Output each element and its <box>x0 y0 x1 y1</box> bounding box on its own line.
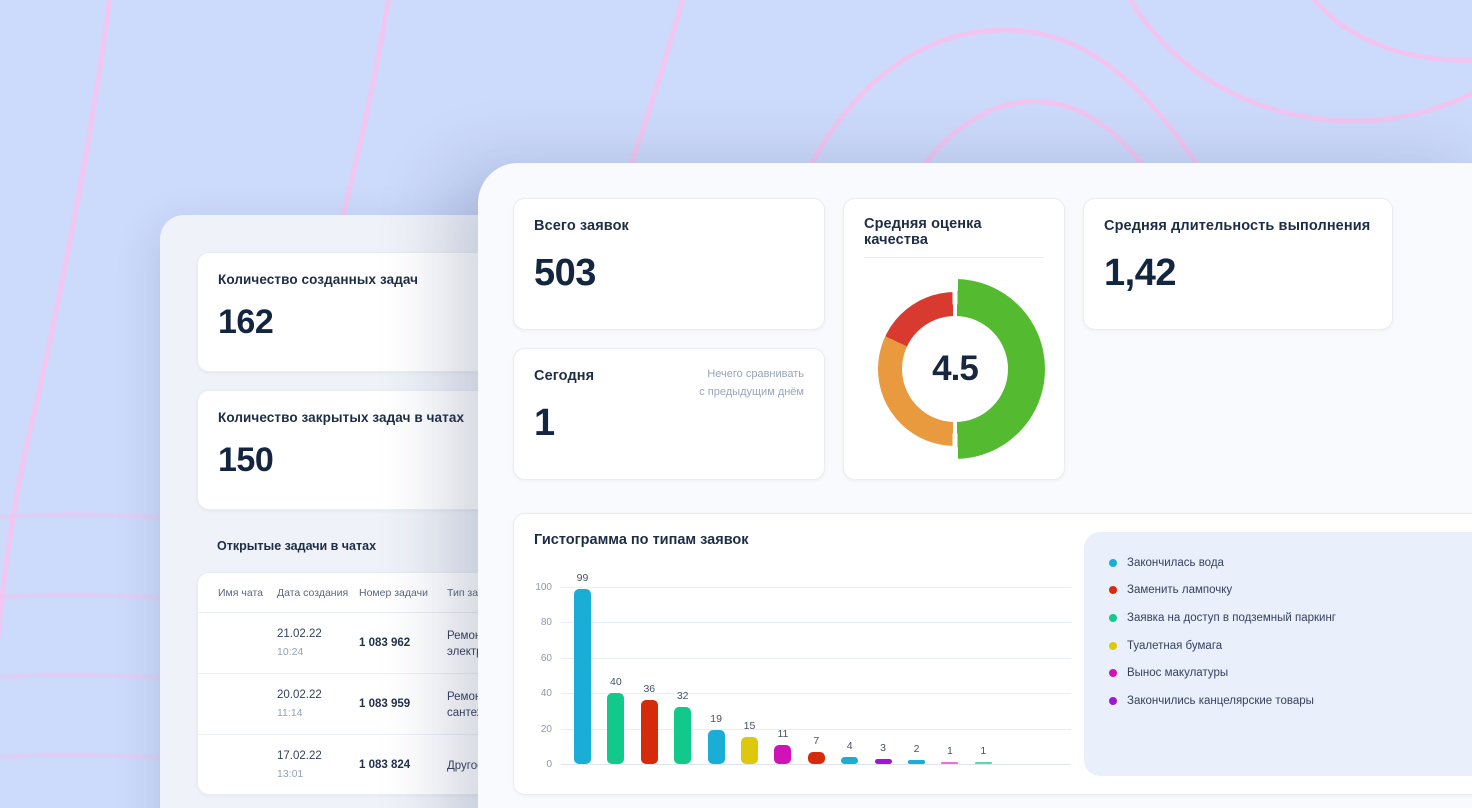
bar[interactable] <box>741 737 758 764</box>
cell-task-number: 1 083 962 <box>359 637 411 649</box>
created-tasks-label: Количество созданных задач <box>218 272 419 287</box>
bar[interactable] <box>574 588 591 764</box>
histogram-card: Гистограмма по типам заявок 0 20 40 60 80 100… <box>513 513 1472 795</box>
quality-score-value: 4.5 <box>902 316 1008 422</box>
bar[interactable] <box>774 744 792 764</box>
legend-label: Туалетная бумага <box>1127 639 1223 652</box>
gridline <box>561 587 1071 588</box>
y-axis-tick: 100 <box>535 582 552 593</box>
gridline <box>561 728 1071 730</box>
cell-time: 10:24 <box>277 646 304 658</box>
closed-tasks-label: Количество закрытых задач в чатах <box>218 410 465 425</box>
x-axis-line <box>561 764 1071 765</box>
today-requests-card: Сегодня Нечего сравнивать с предыдущим д… <box>513 348 825 480</box>
bar-value-label: 19 <box>710 713 722 726</box>
bar[interactable] <box>707 730 725 764</box>
bar-value-label: 2 <box>913 743 920 756</box>
cell-request-type: Другое <box>447 759 484 772</box>
y-axis-tick: 40 <box>540 688 552 700</box>
y-axis-tick: 0 <box>546 759 552 770</box>
today-requests-value: 1 <box>534 402 555 444</box>
legend-label: Заменить лампочку <box>1127 584 1233 597</box>
legend-dot <box>1109 613 1117 622</box>
bar-value-label: 11 <box>777 727 789 740</box>
note-line-2: с предыдущим днём <box>699 385 804 398</box>
bar-value-label: 40 <box>610 676 622 689</box>
bar[interactable] <box>874 758 892 764</box>
y-axis-tick: 60 <box>540 652 552 664</box>
bar[interactable] <box>674 707 692 764</box>
y-axis-tick: 80 <box>540 617 552 629</box>
legend-item[interactable]: Туалетная бумага <box>1109 632 1472 660</box>
legend-label: Закончилась вода <box>1127 556 1224 569</box>
closed-tasks-value: 150 <box>218 441 274 479</box>
bar[interactable] <box>974 762 992 764</box>
bar-value-label: 1 <box>946 745 953 758</box>
legend-dot <box>1109 641 1117 650</box>
cell-date: 20.02.22 <box>277 689 322 701</box>
note-line-1: Нечего сравнивать <box>707 368 804 380</box>
bar-value-label: 7 <box>813 734 820 747</box>
column-header: Имя чата <box>218 587 263 599</box>
bar[interactable] <box>908 760 925 764</box>
chart-legend: Закончилась вода Заменить лампочку Заявка … <box>1084 532 1472 776</box>
today-comparison-note: Нечего сравнивать с предыдущим днём <box>699 366 804 401</box>
histogram-title: Гистограмма по типам заявок <box>534 532 749 548</box>
divider <box>864 257 1044 258</box>
quality-score-card: Средняя оценка качества 4.5 <box>843 198 1065 480</box>
gridline <box>561 657 1071 659</box>
column-header: Номер задачи <box>359 587 428 599</box>
legend-dot <box>1109 669 1117 678</box>
bar-value-label: 36 <box>643 683 656 696</box>
legend-item[interactable]: Закончились канцелярские товары <box>1109 687 1472 715</box>
legend-dot <box>1109 586 1117 595</box>
quality-donut-chart: 4.5 <box>865 279 1045 459</box>
legend-item[interactable]: Заявка на доступ в подземный паркинг <box>1109 604 1472 632</box>
cell-date: 17.02.22 <box>277 750 322 762</box>
gridline <box>561 693 1071 695</box>
gridline <box>561 622 1071 624</box>
total-requests-label: Всего заявок <box>534 218 629 234</box>
bar-value-label: 1 <box>980 745 987 758</box>
legend-label: Вынос макулатуры <box>1127 667 1229 680</box>
bar[interactable] <box>607 693 625 764</box>
bar[interactable] <box>841 756 859 764</box>
bar[interactable] <box>941 762 959 764</box>
y-axis-tick: 20 <box>540 723 552 735</box>
bar-value-label: 15 <box>743 720 756 733</box>
bar[interactable] <box>807 751 825 764</box>
legend-label: Закончились канцелярские товары <box>1127 694 1314 707</box>
open-tasks-table-title: Открытые задачи в чатах <box>217 539 377 553</box>
legend-label: Заявка на доступ в подземный паркинг <box>1127 611 1337 624</box>
legend-dot <box>1109 696 1117 705</box>
cell-time: 13:01 <box>277 768 304 780</box>
today-requests-label: Сегодня <box>534 368 595 384</box>
avg-duration-card: Средняя длительность выполнения 1,42 <box>1083 198 1393 330</box>
bar-value-label: 32 <box>676 690 689 703</box>
legend-dot <box>1109 558 1117 567</box>
cell-date: 21.02.22 <box>277 628 322 640</box>
table-row[interactable]: 17.02.22 13:01 1 083 824 Другое <box>198 735 636 794</box>
bar[interactable] <box>640 700 658 764</box>
legend-item[interactable]: Заменить лампочку <box>1109 577 1472 605</box>
legend-item[interactable]: Закончилась вода <box>1109 549 1472 577</box>
created-tasks-value: 162 <box>218 303 274 341</box>
legend-item[interactable]: Вынос макулатуры <box>1109 659 1472 687</box>
requests-panel: Всего заявок 503 Сегодня Нечего сравнива… <box>478 163 1472 808</box>
bar-value-label: 4 <box>846 739 853 752</box>
cell-task-number: 1 083 959 <box>359 698 411 710</box>
column-header: Дата создания <box>277 587 349 599</box>
cell-time: 11:14 <box>277 707 303 719</box>
total-requests-value: 503 <box>534 252 596 294</box>
quality-score-title: Средняя оценка качества <box>864 216 982 248</box>
bar-value-label: 3 <box>880 741 887 754</box>
bar-value-label: 99 <box>576 571 589 584</box>
avg-duration-value: 1,42 <box>1104 252 1176 294</box>
cell-task-number: 1 083 824 <box>359 759 411 771</box>
avg-duration-label: Средняя длительность выполнения <box>1104 218 1371 234</box>
total-requests-card: Всего заявок 503 <box>513 198 825 330</box>
